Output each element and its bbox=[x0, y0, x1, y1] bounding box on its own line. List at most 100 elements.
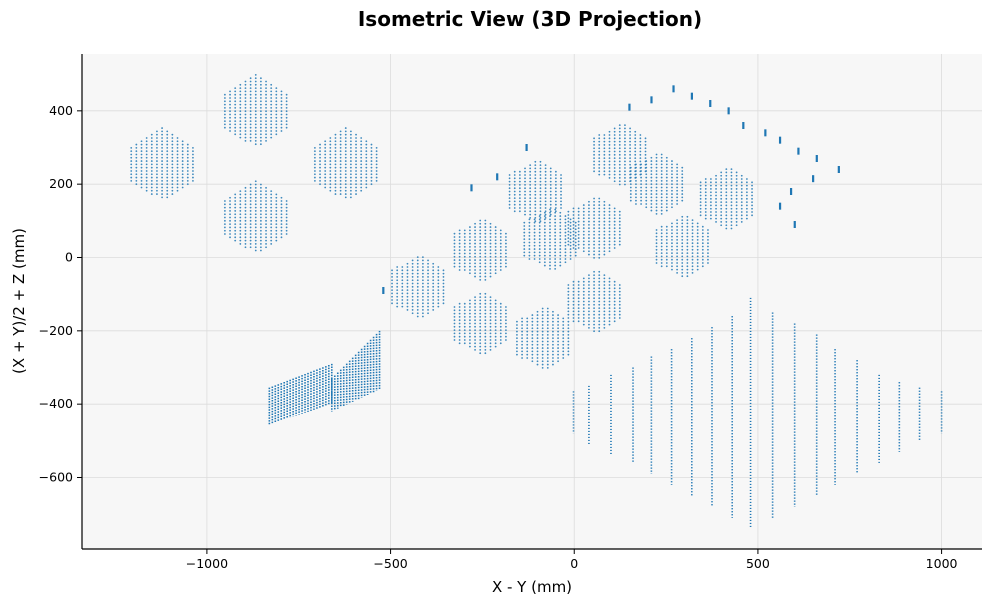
data-point bbox=[593, 294, 595, 296]
data-point bbox=[696, 235, 699, 238]
data-point bbox=[552, 347, 554, 349]
data-point bbox=[453, 236, 456, 238]
data-point bbox=[549, 264, 551, 267]
hexagon-cluster bbox=[453, 219, 507, 281]
data-point bbox=[598, 157, 601, 160]
data-point bbox=[270, 116, 273, 119]
data-point bbox=[463, 335, 466, 338]
data-point bbox=[244, 236, 247, 239]
data-point bbox=[145, 189, 148, 192]
data-point bbox=[640, 166, 643, 169]
data-point bbox=[375, 156, 378, 159]
data-point bbox=[244, 140, 247, 142]
data-point bbox=[442, 302, 445, 305]
data-point bbox=[709, 211, 712, 213]
data-point bbox=[603, 147, 606, 150]
data-point bbox=[421, 259, 424, 262]
data-point bbox=[259, 206, 262, 209]
data-point bbox=[538, 248, 541, 250]
data-point bbox=[474, 319, 476, 322]
data-point bbox=[391, 276, 393, 278]
data-point bbox=[598, 277, 601, 280]
data-point bbox=[270, 223, 273, 226]
data-point bbox=[229, 107, 231, 109]
data-point bbox=[618, 310, 621, 313]
data-point bbox=[613, 287, 616, 290]
data-point bbox=[686, 275, 689, 278]
data-point bbox=[518, 210, 521, 213]
data-point bbox=[239, 236, 242, 239]
data-point bbox=[640, 189, 643, 192]
data-point bbox=[569, 231, 572, 234]
data-point bbox=[166, 196, 169, 199]
data-point bbox=[655, 242, 658, 245]
data-point bbox=[140, 170, 143, 172]
data-point bbox=[254, 216, 257, 219]
data-point bbox=[588, 230, 590, 233]
data-point bbox=[463, 269, 466, 271]
data-point bbox=[229, 229, 231, 232]
data-point bbox=[544, 193, 547, 196]
data-point bbox=[588, 327, 590, 329]
data-point bbox=[360, 156, 363, 159]
data-point bbox=[329, 163, 332, 166]
data-point bbox=[557, 347, 559, 349]
data-point bbox=[265, 140, 267, 142]
data-point bbox=[186, 170, 189, 172]
data-point bbox=[135, 153, 138, 156]
data-point bbox=[529, 200, 532, 203]
data-point bbox=[536, 317, 539, 320]
data-point bbox=[745, 207, 748, 210]
data-point bbox=[598, 297, 601, 300]
data-point bbox=[329, 189, 332, 192]
data-point bbox=[186, 156, 189, 159]
data-point bbox=[285, 229, 288, 232]
data-point bbox=[275, 126, 278, 129]
data-point bbox=[437, 295, 440, 298]
hexagon-cluster bbox=[223, 180, 288, 252]
data-point bbox=[479, 222, 482, 225]
data-point bbox=[254, 183, 257, 186]
data-point bbox=[681, 242, 684, 245]
data-point bbox=[513, 170, 516, 173]
data-point bbox=[618, 240, 621, 243]
data-point bbox=[249, 233, 252, 235]
data-point bbox=[396, 272, 399, 275]
data-point bbox=[660, 173, 663, 176]
data-point bbox=[181, 140, 184, 143]
data-point bbox=[715, 207, 717, 210]
data-point bbox=[259, 213, 262, 216]
data-point bbox=[603, 313, 606, 316]
data-point bbox=[463, 236, 466, 238]
data-point bbox=[171, 183, 174, 186]
data-point bbox=[313, 176, 316, 179]
data-point bbox=[494, 322, 497, 325]
data-point bbox=[598, 310, 601, 313]
data-point bbox=[499, 342, 502, 345]
data-point bbox=[401, 299, 404, 301]
data-point bbox=[554, 248, 557, 250]
data-point bbox=[582, 294, 585, 296]
data-point bbox=[681, 255, 684, 258]
data-point bbox=[696, 222, 699, 225]
data-point bbox=[370, 153, 373, 156]
data-point bbox=[411, 282, 414, 285]
data-point bbox=[463, 252, 466, 255]
data-point bbox=[145, 140, 148, 143]
data-point bbox=[349, 143, 352, 146]
hexagon-cluster bbox=[313, 127, 378, 199]
data-point bbox=[715, 204, 717, 207]
data-point bbox=[145, 150, 148, 153]
data-point bbox=[427, 292, 429, 295]
data-point bbox=[411, 305, 414, 308]
data-point bbox=[671, 222, 673, 225]
data-point bbox=[489, 275, 492, 278]
data-point bbox=[427, 272, 429, 275]
data-point bbox=[161, 166, 163, 169]
data-point bbox=[265, 246, 267, 249]
data-point bbox=[171, 179, 174, 182]
data-point bbox=[629, 157, 631, 160]
data-point bbox=[479, 262, 482, 265]
data-point bbox=[588, 253, 590, 256]
data-point bbox=[582, 287, 585, 290]
